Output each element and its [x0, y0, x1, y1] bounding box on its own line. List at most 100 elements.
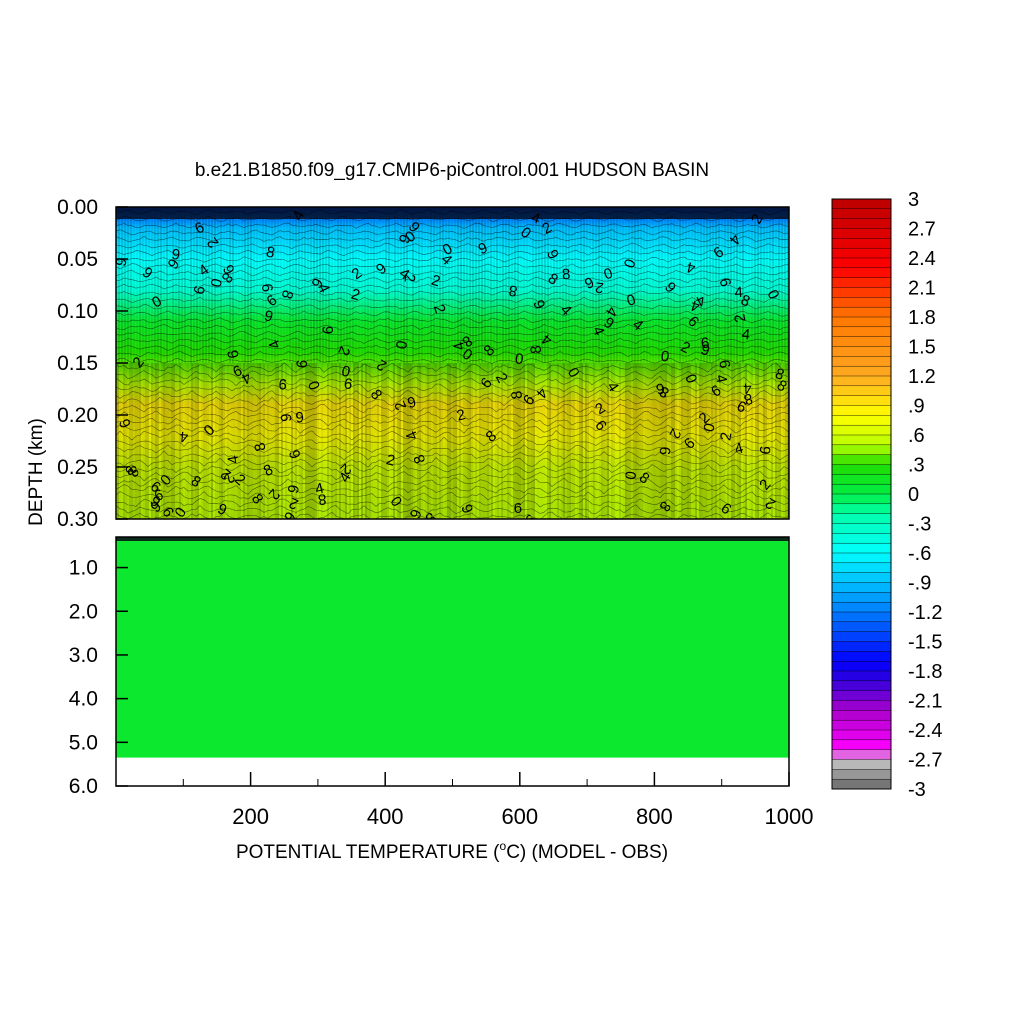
y-tick-label: 0.20 — [57, 404, 98, 427]
contour-label: 6 — [278, 376, 287, 393]
contour-line — [116, 276, 789, 283]
contour-label: 6 — [514, 500, 522, 517]
contour-line — [116, 450, 789, 461]
colorbar-band — [831, 533, 892, 544]
contour-line — [116, 477, 789, 488]
colorbar-label: -3 — [908, 779, 926, 801]
contour-line — [116, 423, 789, 434]
contour-line — [116, 249, 789, 256]
colorbar-band — [831, 641, 892, 652]
colorbar-label: 1.5 — [908, 337, 936, 359]
colorbar-band — [831, 316, 892, 328]
contour-label: 4 — [685, 258, 697, 276]
lower-panel: 1.0 2.0 3.0 4.0 5.0 6.0 200 400 600 800 1000 — [69, 536, 813, 829]
contour-label: 4 — [743, 379, 752, 396]
colorbar-band — [831, 238, 892, 249]
colorbar-label: 2.4 — [908, 248, 936, 270]
colorbar-band — [831, 483, 892, 495]
y-tick-label: 1.0 — [69, 557, 98, 580]
contour-label: 6 — [343, 375, 354, 393]
colorbar-band — [831, 778, 892, 790]
lower-y-ticks: 1.0 2.0 3.0 4.0 5.0 6.0 — [69, 557, 128, 798]
colorbar-band — [831, 552, 892, 564]
colorbar-label: 2.7 — [908, 219, 936, 241]
contour-line — [116, 464, 789, 475]
colorbar-band — [831, 660, 892, 672]
contour-label: 2 — [401, 274, 418, 283]
upper-contour-lines — [116, 208, 789, 519]
colorbar-band — [831, 375, 892, 387]
colorbar-band — [831, 621, 892, 633]
y-tick-label: 4.0 — [69, 688, 98, 711]
y-tick-label: 0.25 — [57, 456, 98, 479]
x-axis-label-superscript: o — [500, 839, 507, 853]
colorbar-label: 0 — [908, 484, 919, 506]
contour-label: 8 — [561, 266, 571, 284]
y-tick-label: 0.00 — [57, 196, 98, 219]
colorbar-band — [831, 454, 892, 466]
contour-label: 9 — [112, 256, 130, 268]
colorbar-band — [831, 444, 892, 456]
contour-line — [116, 263, 789, 270]
y-axis-label: DEPTH (km) — [26, 418, 47, 526]
colorbar-label: -.9 — [908, 573, 931, 595]
contour-label: 9 — [700, 333, 710, 351]
contour-line — [116, 396, 789, 407]
contour-label: 0 — [699, 421, 717, 433]
contour-label: 9 — [716, 358, 734, 369]
colorbar-band — [831, 690, 892, 701]
colorbar-label: .3 — [908, 455, 925, 477]
contour-line — [116, 350, 789, 358]
y-tick-label: 0.10 — [57, 300, 98, 323]
contour-line — [116, 242, 789, 250]
colorbar-band — [831, 680, 892, 692]
colorbar-band — [831, 434, 892, 446]
colorbar-band — [831, 267, 892, 279]
contour-line — [116, 470, 789, 482]
contour-label: 4 — [741, 326, 751, 344]
colorbar-label: 1.8 — [908, 307, 936, 329]
y-tick-label: 6.0 — [69, 775, 98, 798]
colorbar-band — [831, 493, 892, 505]
contour-label: 8 — [527, 344, 545, 354]
colorbar-band — [831, 513, 892, 524]
contour-label: 4 — [712, 373, 730, 384]
contour-line — [116, 317, 789, 324]
x-tick-label: 400 — [367, 804, 404, 829]
contour-label: 9 — [189, 284, 208, 296]
colorbar-band — [831, 601, 892, 613]
contour-line — [116, 296, 789, 304]
contour-label: 8 — [422, 509, 440, 527]
y-tick-label: 3.0 — [69, 644, 98, 667]
contour-line — [116, 429, 789, 441]
colorbar-band — [831, 405, 892, 416]
colorbar-band — [831, 631, 892, 642]
contour-label: 8 — [265, 243, 277, 261]
colorbar-band — [831, 346, 892, 357]
contour-line — [116, 303, 789, 311]
x-tick-label: 600 — [501, 804, 538, 829]
colorbar-band — [831, 424, 892, 436]
colorbar-band — [831, 395, 892, 407]
contour-line — [116, 337, 789, 344]
contour-label: 9 — [292, 359, 309, 368]
colorbar-label: 1.2 — [908, 366, 936, 388]
colorbar-label: -1.8 — [908, 661, 942, 683]
contour-label: 0 — [622, 470, 640, 481]
colorbar-label: -.3 — [908, 514, 931, 536]
surface-band — [116, 207, 789, 219]
contour-line — [116, 283, 789, 290]
contour-label: 0 — [206, 277, 224, 289]
contour-label: 8 — [251, 441, 270, 453]
contour-label: 4 — [314, 480, 326, 498]
colorbar-bands — [831, 198, 892, 790]
contour-label: 2 — [717, 431, 735, 442]
colorbar: 3 2.7 2.4 2.1 1.8 1.5 1.2 .9 .6 .3 0 -.3 -.6 -.9 -1.2 -… — [831, 189, 942, 801]
contour-line — [116, 511, 789, 519]
contour-line — [116, 215, 789, 222]
colorbar-band — [831, 208, 892, 220]
colorbar-band — [831, 306, 892, 318]
x-tick-label: 200 — [232, 804, 269, 829]
contour-label: 6 — [280, 508, 299, 525]
